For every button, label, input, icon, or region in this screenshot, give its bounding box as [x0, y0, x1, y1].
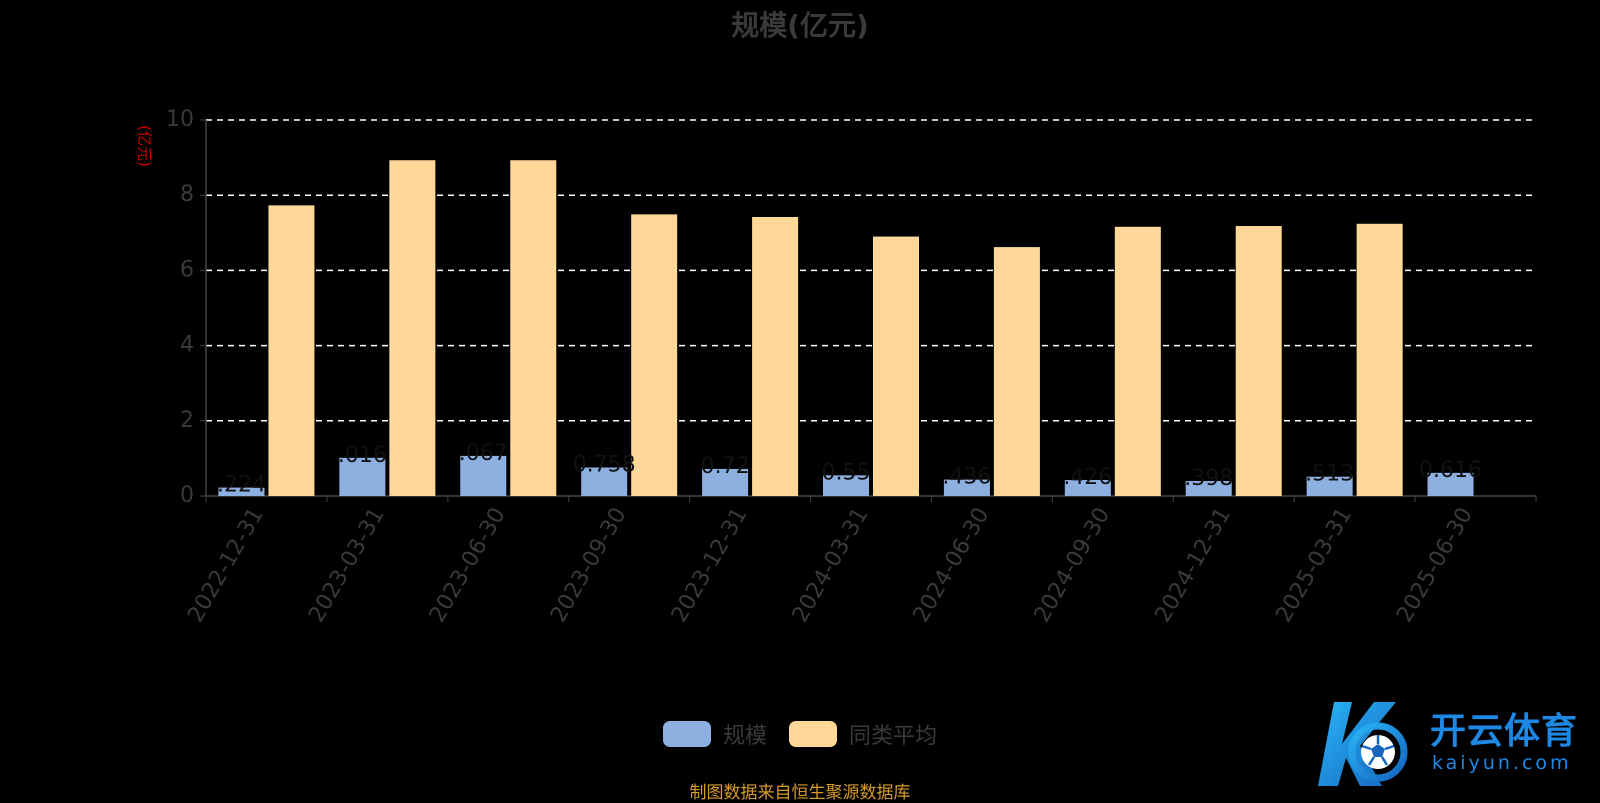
x-tick-label: 2024-06-30	[909, 504, 995, 627]
bar-scale	[1185, 481, 1232, 496]
bar-peer-average	[752, 217, 799, 496]
bar-scale	[460, 455, 507, 496]
legend: 规模 同类平均	[0, 718, 1600, 750]
axes: 0 2 4 6 8 10 2022-12-31 2023-03-31 2023-06-30 202…	[166, 107, 1537, 627]
bars	[218, 160, 1474, 497]
bar-scale	[702, 468, 749, 496]
legend-item-scale[interactable]: 规模	[662, 718, 767, 750]
watermark-logo: 开云体育 kaiyun.com	[1312, 694, 1592, 794]
bar-scale	[581, 467, 628, 496]
x-tick-label: 2023-09-30	[546, 504, 632, 627]
x-tick-label: 2023-06-30	[425, 503, 511, 626]
x-tick-label: 2024-09-30	[1030, 504, 1116, 627]
bar-peer-average	[1114, 226, 1161, 496]
bar-peer-average	[389, 160, 436, 496]
bar-peer-average	[1356, 223, 1403, 496]
bar-scale	[1064, 479, 1111, 496]
x-tick-label: 2022-12-31	[183, 504, 269, 627]
bar-peer-average	[268, 205, 315, 497]
soccer-ball-logo-icon	[1318, 702, 1408, 786]
y-axis-label: (亿元)	[136, 125, 154, 167]
bar-value-label: .436	[942, 465, 991, 490]
x-tick-label: 2025-03-31	[1271, 504, 1357, 627]
bar-value-label: 0.758	[573, 452, 636, 477]
legend-label-peer-average: 同类平均	[849, 724, 938, 749]
y-tick-label: 8	[180, 182, 194, 207]
bar-value-label: .224	[217, 473, 266, 498]
bar-scale	[1306, 476, 1353, 496]
bar-value-label: 0.72	[701, 454, 750, 479]
bar-scale	[943, 479, 990, 496]
legend-swatch-scale	[662, 721, 711, 747]
x-tick-label: 2023-03-31	[304, 504, 390, 627]
bar-value-label: 0.55	[822, 460, 871, 485]
y-tick-label: 0	[180, 483, 194, 508]
chart-title: 规模(亿元)	[731, 9, 869, 42]
bar-peer-average	[631, 214, 678, 496]
bar-value-label: 0.616	[1419, 458, 1482, 483]
bar-scale	[339, 457, 386, 496]
watermark-brand-text: 开云体育	[1430, 711, 1579, 752]
bar-value-label: .067	[459, 441, 508, 466]
watermark-url-text: kaiyun.com	[1432, 752, 1572, 774]
legend-item-peer-average[interactable]: 同类平均	[789, 718, 937, 750]
legend-label-scale: 规模	[722, 724, 767, 749]
bar-value-label: .016	[338, 443, 387, 468]
bar-value-label: .398	[1184, 466, 1233, 491]
x-tick-label: 2024-03-31	[788, 504, 874, 627]
x-tick-label: 2024-12-31	[1151, 504, 1237, 627]
bar-scale	[823, 475, 869, 496]
y-tick-label: 10	[166, 107, 194, 132]
bar-peer-average	[510, 160, 557, 496]
bar-value-label: .513	[1305, 462, 1354, 487]
bar-scale	[1427, 472, 1474, 496]
bar-peer-average	[1235, 226, 1282, 497]
bar-scale	[218, 487, 265, 496]
y-tick-label: 6	[180, 257, 194, 282]
data-source-note: 制图数据来自恒生聚源数据库	[689, 783, 911, 803]
bar-peer-average	[873, 236, 919, 496]
legend-swatch-peer-average	[789, 721, 837, 747]
bar-peer-average	[993, 247, 1040, 496]
y-tick-label: 4	[180, 333, 194, 358]
bar-labels: .224 .016 .067 0.758 0.72 0.55 .436 .426 .398 .51…	[217, 441, 1482, 498]
y-tick-label: 2	[180, 408, 194, 433]
x-tick-label: 2025-06-30	[1392, 504, 1478, 627]
bar-value-label: .426	[1063, 465, 1112, 490]
x-tick-label: 2023-12-31	[667, 504, 753, 627]
